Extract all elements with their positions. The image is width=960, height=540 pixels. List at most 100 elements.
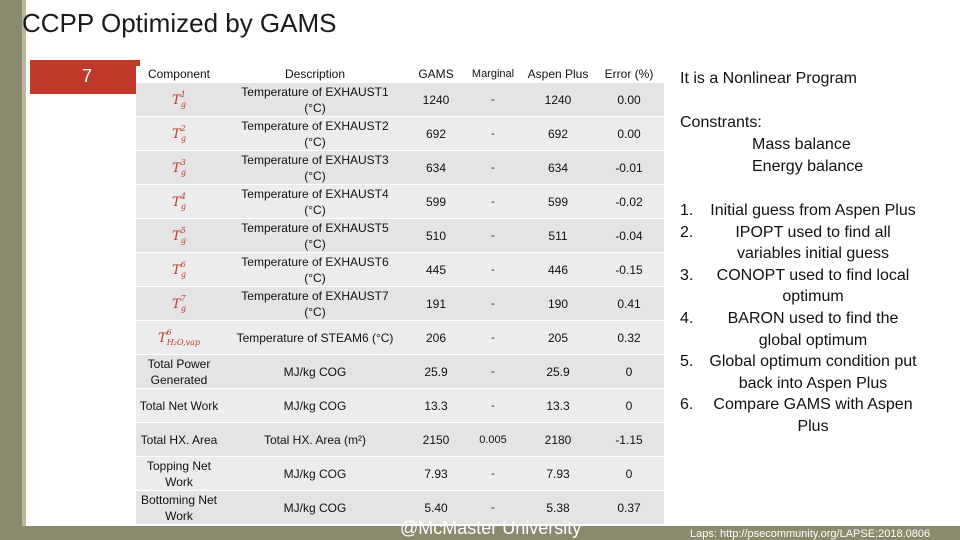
cell-description: Temperature of EXHAUST4 (°C) [222,184,408,219]
cell-component: Total Power Generated [136,354,222,389]
cell-description: MJ/kg COG [222,354,408,389]
table-row: T7g Temperature of EXHAUST7 (°C) 191-190 0.… [136,286,664,321]
step-text: Compare GAMS with Aspen Plus [713,396,913,435]
cell-aspen-plus: 2180 [522,422,594,457]
table-row: T5g Temperature of EXHAUST5 (°C) 510-511 -0… [136,218,664,253]
symbol-superscript: 1 [180,89,186,99]
table-row: T4g Temperature of EXHAUST4 (°C) 599-599 -0… [136,184,664,219]
cell-marginal: - [464,354,522,389]
cell-component: Bottoming Net Work [136,490,222,525]
left-decorative-stripe [0,0,22,540]
cell-aspen-plus: 634 [522,150,594,185]
results-table: Component Description GAMS Marginal Aspe… [136,66,664,525]
cell-description: Temperature of EXHAUST3 (°C) [222,150,408,185]
cell-gams: 191 [408,286,464,321]
header-aspen-plus: Aspen Plus [522,66,594,83]
cell-marginal: - [464,320,522,355]
cell-marginal: - [464,184,522,219]
cell-description: Temperature of EXHAUST2 (°C) [222,116,408,151]
header-component: Component [136,66,222,83]
cell-aspen-plus: 692 [522,116,594,151]
header-marginal: Marginal [464,66,522,83]
cell-component: T4g [136,184,222,219]
step-item: 3. CONOPT used to find local optimum [680,265,920,308]
cell-description: Temperature of EXHAUST5 (°C) [222,218,408,253]
symbol-base: T [172,160,181,176]
cell-gams: 634 [408,150,464,185]
step-text: CONOPT used to find local optimum [716,266,910,306]
cell-gams: 1240 [408,82,464,117]
symbol-base: T [172,228,181,244]
cell-error: 0.32 [594,320,664,355]
cell-gams: 2150 [408,422,464,457]
component-label: Bottoming Net Work [140,492,218,523]
cell-aspen-plus: 13.3 [522,388,594,423]
cell-gams: 7.93 [408,456,464,491]
cell-error: -0.04 [594,218,664,253]
cell-description: Temperature of EXHAUST1 (°C) [222,82,408,117]
steps-list: 1. Initial guess from Aspen Plus 2. IPOPT u… [680,200,920,438]
table-row: T6H₂O,vap Temperature of STEAM6 (°C) 206-2… [136,320,664,355]
symbol-subscript: g [180,303,186,313]
cell-error: 0 [594,354,664,389]
cell-marginal: - [464,82,522,117]
footer-university: @McMaster University [400,518,582,538]
cell-aspen-plus: 7.93 [522,456,594,491]
cell-marginal: - [464,286,522,321]
cell-component: T6H₂O,vap [136,320,222,355]
slide-number-box [30,60,140,94]
footer-laps-link[interactable]: Laps: http://psecommunity.org/LAPSE:2018… [690,528,931,540]
component-symbol: T1g [172,89,186,109]
left-decorative-stripe-inner [22,0,26,540]
cell-description: Temperature of EXHAUST6 (°C) [222,252,408,287]
cell-marginal: 0.005 [464,422,522,457]
component-label: Total Net Work [139,398,219,413]
symbol-base: T [158,330,167,346]
symbol-base: T [172,194,181,210]
cell-error: 0.41 [594,286,664,321]
component-symbol: T6H₂O,vap [158,327,200,347]
cell-gams: 25.9 [408,354,464,389]
step-number: 6. [680,396,694,414]
step-text: Initial guess from Aspen Plus [710,202,916,219]
cell-error: 0.00 [594,116,664,151]
header-gams: GAMS [408,66,464,83]
slide-number: 7 [82,66,93,86]
step-number: 3. [680,266,694,284]
program-type-text: It is a Nonlinear Program [680,70,857,87]
cell-marginal: - [464,388,522,423]
cell-aspen-plus: 599 [522,184,594,219]
symbol-superscript: 5 [180,225,186,235]
step-number: 2. [680,223,694,241]
symbol-subscript: g [180,201,186,211]
cell-error: -1.15 [594,422,664,457]
slide-title: CCPP Optimized by GAMS [22,8,337,38]
symbol-superscript: 4 [180,191,186,201]
cell-error: 0.37 [594,490,664,525]
component-symbol: T3g [172,158,186,177]
table-row: T3g Temperature of EXHAUST3 (°C) 634-634 -0… [136,150,664,185]
symbol-subscript: H₂O,vap [166,337,200,347]
symbol-subscript: g [180,269,186,279]
constraint-energy-balance: Energy balance [752,158,864,175]
cell-aspen-plus: 205 [522,320,594,355]
symbol-superscript: 6 [166,327,172,337]
cell-marginal: - [464,150,522,185]
cell-description: Temperature of EXHAUST7 (°C) [222,286,408,321]
component-symbol: T5g [172,225,186,245]
cell-component: T7g [136,286,222,321]
cell-gams: 692 [408,116,464,151]
symbol-base: T [172,296,181,312]
step-number: 1. [680,202,694,219]
cell-marginal: - [464,116,522,151]
component-label: Topping Net Work [146,458,212,489]
table-row: T1g Temperature of EXHAUST1 (°C) 1240-1240… [136,82,664,117]
step-item: 6. Compare GAMS with Aspen Plus [680,394,920,437]
cell-error: -0.01 [594,150,664,185]
symbol-subscript: g [180,133,186,143]
symbol-subscript: g [180,167,186,177]
cell-description: MJ/kg COG [222,490,408,525]
table-row: Total HX. Area Total HX. Area (m²) 2150 0.0… [136,422,664,457]
component-symbol: T4g [172,191,186,211]
cell-description: MJ/kg COG [222,388,408,423]
